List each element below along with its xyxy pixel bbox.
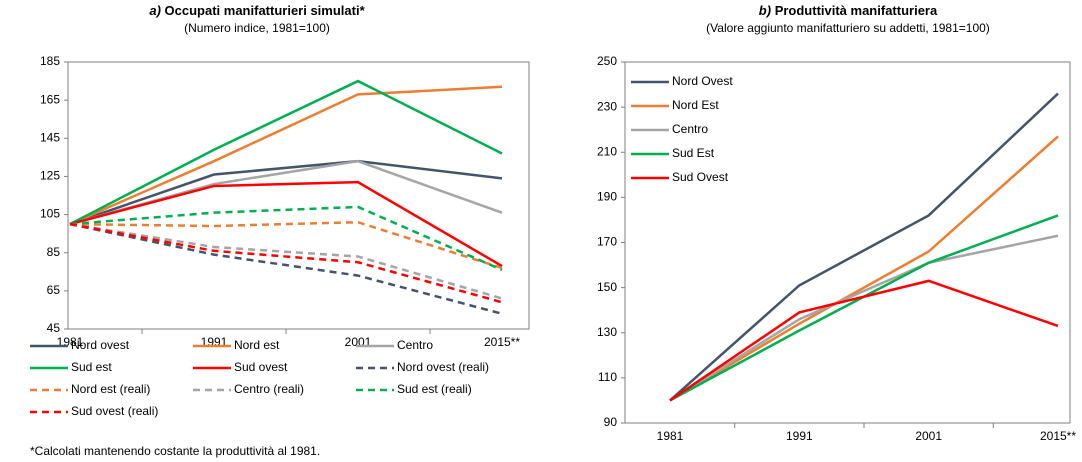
plot-frame: [67, 61, 530, 330]
series-line: [69, 222, 503, 315]
legend-label: Nord est: [234, 338, 280, 352]
y-tick-label: 165: [40, 92, 60, 106]
legend-label: Sud Est: [672, 146, 715, 160]
series-line: [669, 234, 1059, 402]
x-tick-label: 2015**: [484, 335, 520, 349]
x-tick-label: 1981: [657, 429, 684, 443]
footnote: *Calcolati mantenendo costante la produt…: [30, 444, 320, 458]
y-tick-label: 230: [597, 99, 617, 113]
y-tick-label: 110: [598, 370, 617, 384]
y-tick-label: 190: [597, 190, 617, 204]
y-tick-label: 85: [47, 245, 61, 259]
legend-label: Nord ovest: [71, 338, 130, 352]
chart-subtitle: (Valore aggiunto manifatturiero su addet…: [706, 21, 990, 35]
legend-label: Centro (reali): [234, 382, 304, 396]
legend-label: Sud ovest (reali): [71, 404, 158, 418]
legend-label: Sud ovest: [234, 360, 288, 374]
series-line: [69, 205, 503, 272]
y-tick-label: 65: [47, 283, 61, 297]
series-line: [669, 214, 1059, 402]
y-tick-label: 210: [597, 144, 617, 158]
x-tick-label: 2001: [915, 429, 942, 443]
y-tick-label: 105: [40, 207, 60, 221]
y-tick-label: 150: [597, 280, 617, 294]
legend-label: Nord Est: [672, 98, 719, 112]
y-tick-label: 45: [47, 321, 61, 335]
legend-label: Sud Ovest: [672, 170, 729, 184]
y-tick-label: 130: [597, 325, 617, 339]
legend-label: Nord est (reali): [71, 382, 150, 396]
chart-subtitle: (Numero indice, 1981=100): [184, 21, 330, 35]
chart-title: b) Produttività manifatturiera: [759, 3, 938, 18]
y-tick-label: 90: [604, 415, 618, 429]
series-line: [69, 222, 503, 300]
series-line: [669, 92, 1059, 402]
legend-label: Sud est: [71, 360, 112, 374]
series-line: [669, 279, 1059, 402]
y-tick-label: 125: [40, 169, 60, 183]
x-tick-label: 2015**: [1040, 429, 1076, 443]
series-line: [69, 220, 503, 270]
y-tick-label: 145: [40, 130, 60, 144]
legend-label: Nord Ovest: [672, 74, 733, 88]
series-line: [69, 159, 503, 226]
x-tick-label: 1991: [786, 429, 813, 443]
title-label: a): [149, 3, 161, 18]
legend-label: Nord ovest (reali): [397, 360, 489, 374]
legend-label: Centro: [397, 338, 433, 352]
series-line: [669, 135, 1059, 402]
series-line: [69, 180, 503, 268]
legend-label: Sud est (reali): [397, 382, 472, 396]
y-tick-label: 170: [597, 235, 617, 249]
title-text: Produttività manifatturiera: [775, 3, 938, 18]
series-line: [69, 222, 503, 304]
plot-frame: [624, 61, 1071, 424]
y-tick-label: 250: [597, 54, 617, 68]
series-line: [69, 79, 503, 226]
y-tick-label: 185: [40, 54, 60, 68]
series-line: [69, 85, 503, 226]
title-label: b): [759, 3, 771, 18]
chart-title: a) Occupati manifatturieri simulati*: [149, 3, 365, 18]
title-text: Occupati manifatturieri simulati*: [165, 3, 366, 18]
legend-label: Centro: [672, 122, 708, 136]
